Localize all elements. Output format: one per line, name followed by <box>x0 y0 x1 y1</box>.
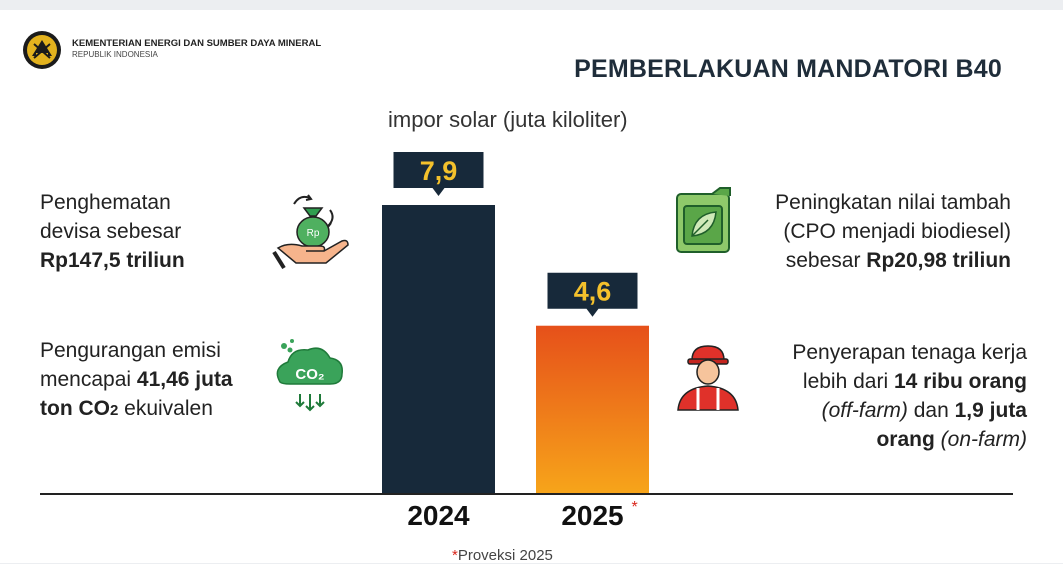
labor-text: Penyerapan tenaga kerja lebih dari 14 ri… <box>792 338 1027 454</box>
labor-line2: lebih dari 14 ribu orang <box>792 367 1027 396</box>
ministry-name-text: KEMENTERIAN ENERGI DAN SUMBER DAYA MINER… <box>72 38 322 49</box>
value-added-text: Peningkatan nilai tambah (CPO menjadi bi… <box>775 188 1011 275</box>
savings-line2: devisa sebesar <box>40 220 182 243</box>
biodiesel-jerrycan-icon <box>676 187 731 253</box>
labor-line3: (off-farm) dan 1,9 juta <box>792 396 1027 425</box>
value-added-line2: (CPO menjadi biodiesel) <box>783 220 1011 243</box>
worker-helmet-icon <box>677 345 739 411</box>
labor-onfarm-amount: 1,9 juta <box>954 399 1027 422</box>
emission-line2-pre: mencapai <box>40 368 137 391</box>
category-label-2025: 2025 <box>561 500 623 531</box>
value-label-2024: 7,9 <box>420 156 458 186</box>
emission-line2: mencapai 41,46 juta <box>40 365 233 394</box>
savings-amount: Rp147,5 triliun <box>40 249 185 272</box>
emission-line3: ton CO2 ekuivalen <box>40 394 233 425</box>
page-title: PEMBERLAKUAN MANDATORI B40 <box>574 55 1002 83</box>
savings-line1: Penghematan <box>40 191 171 214</box>
value-added-line1: Peningkatan nilai tambah <box>775 191 1011 214</box>
value-added-line3: sebesar Rp20,98 triliun <box>775 246 1011 275</box>
emission-unit: ton CO <box>40 397 110 420</box>
emission-amount: 41,46 juta <box>136 368 233 391</box>
savings-text: Penghematan devisa sebesar Rp147,5 trili… <box>40 188 185 275</box>
labor-onfarm-unit: orang <box>876 428 941 451</box>
footnote: *Proveksi 2025 <box>452 547 553 564</box>
ministry-subtitle: REPUBLIK INDONESIA <box>72 50 158 59</box>
bar-2024 <box>382 205 495 494</box>
labor-offfarm-amount: 14 ribu orang <box>893 370 1027 393</box>
value-callout-2025: 4,6 <box>547 272 638 317</box>
ministry-name: KEMENTERIAN ENERGI DAN SUMBER DAYA MINER… <box>72 38 321 60</box>
labor-line3-mid: dan <box>907 399 955 422</box>
labor-line1: Penyerapan tenaga kerja <box>792 341 1027 364</box>
emission-line3-post: ekuivalen <box>118 397 213 420</box>
ministry-emblem-icon <box>23 31 61 69</box>
bar-2025 <box>536 325 649 494</box>
value-added-line3-pre: sebesar <box>785 249 867 272</box>
value-added-amount: Rp20,98 triliun <box>866 249 1011 272</box>
svg-text:Rp: Rp <box>307 228 320 239</box>
value-label-2025: 4,6 <box>574 277 612 307</box>
money-bag-hand-icon: Rp <box>272 194 349 270</box>
labor-onfarm-label: (on-farm) <box>940 428 1027 451</box>
emission-text: Pengurangan emisi mencapai 41,46 juta to… <box>40 336 233 425</box>
category-mark-2025: * <box>632 499 638 516</box>
footnote-text: Proveksi 2025 <box>457 547 553 564</box>
co2-cloud-icon: CO₂ <box>276 339 343 412</box>
category-label-2024: 2024 <box>407 500 470 531</box>
emission-line1: Pengurangan emisi <box>40 339 221 362</box>
svg-text:CO₂: CO₂ <box>295 366 324 383</box>
slide <box>0 10 1063 563</box>
labor-offfarm-label: (off-farm) <box>821 399 908 422</box>
emission-unit-sub: 2 <box>109 402 119 419</box>
footnote-star: * <box>452 547 458 564</box>
value-callout-2024: 7,9 <box>393 152 484 196</box>
labor-line4: orang (on-farm) <box>792 425 1027 454</box>
labor-line2-pre: lebih dari <box>802 370 894 393</box>
chart-title: impor solar (juta kiloliter) <box>388 107 628 132</box>
